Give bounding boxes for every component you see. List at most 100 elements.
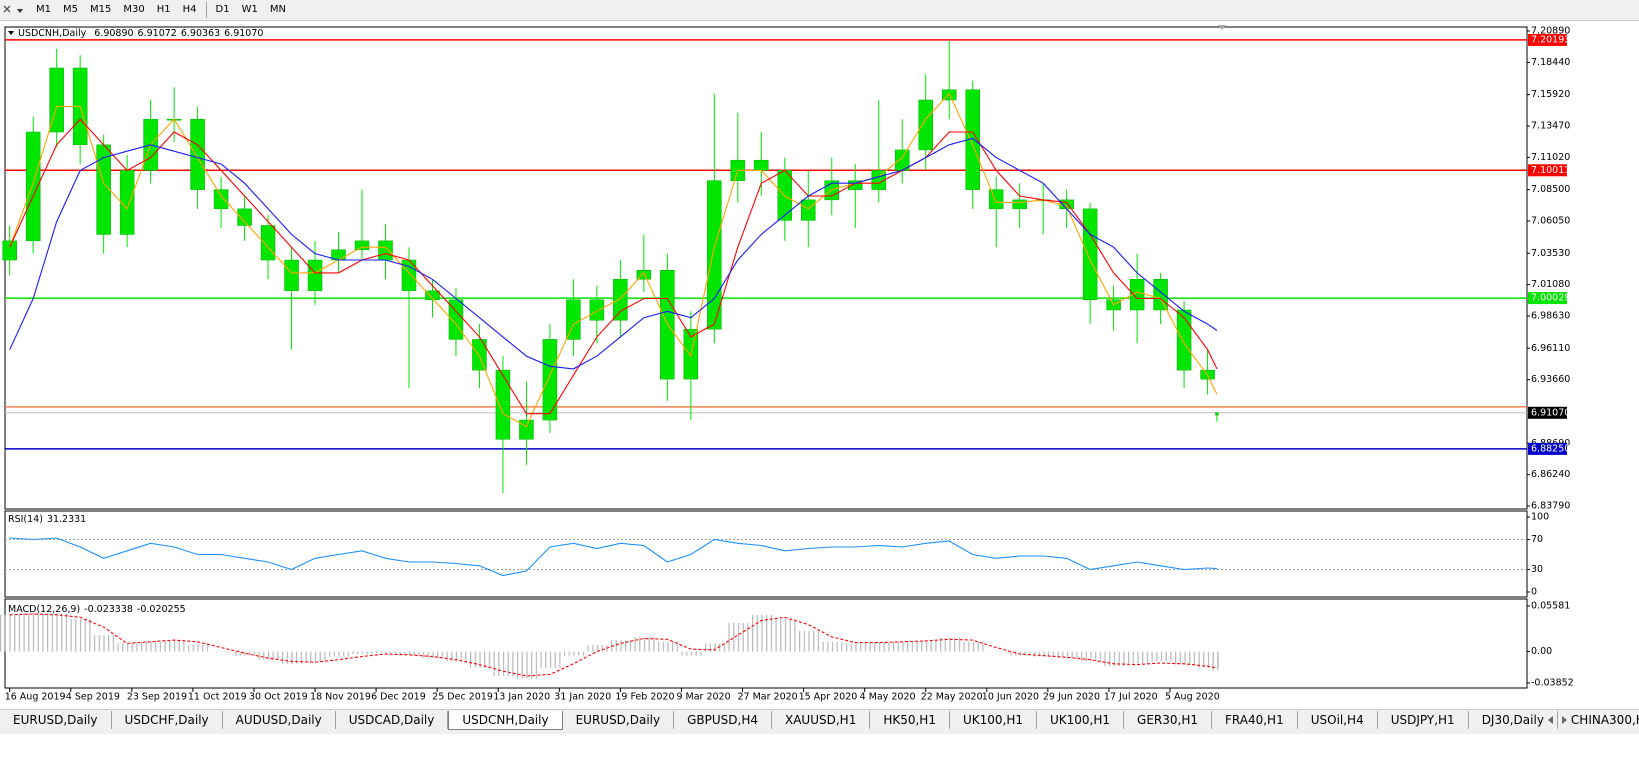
- x-tick-label: 22 May 2020: [921, 692, 983, 703]
- histogram-bar: [514, 651, 539, 679]
- ohlc-value: 6.90363: [181, 28, 220, 39]
- candle-body: [237, 208, 252, 226]
- candle-body: [472, 339, 487, 371]
- chart-tab[interactable]: EURUSD,Daily: [0, 711, 112, 729]
- histogram-bar: [256, 651, 280, 660]
- y-tick-label: 6.83790: [1531, 501, 1570, 512]
- x-tick-label: 6 Dec 2019: [371, 692, 426, 703]
- y-tick-label: 7.03530: [1531, 248, 1570, 259]
- toolbar: M1 M5 M15 M30 H1 H4 D1 W1 MN: [0, 0, 1639, 21]
- histogram-bar: [491, 651, 515, 677]
- timeframe-button[interactable]: M30: [123, 4, 145, 15]
- timeframe-button[interactable]: MN: [269, 4, 286, 15]
- y-tick-label: 6.93660: [1531, 374, 1570, 385]
- candle-body: [1129, 279, 1145, 311]
- histogram-bar: [820, 641, 844, 652]
- histogram-bar: [303, 651, 327, 662]
- histogram-bar: [444, 651, 468, 662]
- x-tick-label: 10 Jun 2020: [982, 692, 1039, 703]
- y-tick-label: 7.08500: [1531, 184, 1570, 195]
- x-tick-label: 18 Nov 2019: [310, 692, 371, 703]
- timeframe-button[interactable]: M5: [63, 4, 78, 15]
- candle-body: [425, 290, 440, 300]
- y-tick-label: 7.15920: [1531, 89, 1570, 100]
- histogram-bar: [68, 618, 92, 652]
- histogram-bar: [279, 651, 304, 664]
- histogram-bar: [538, 651, 562, 668]
- histogram-bar: [420, 651, 445, 659]
- chart-tab[interactable]: DJ30,Daily: [1469, 711, 1558, 729]
- timeframe-button[interactable]: H1: [156, 4, 171, 15]
- histogram-bar: [796, 631, 821, 652]
- chart: 7.20890 7.18440 7.15920 7.13470 7.11020 7.085…: [0, 25, 1574, 703]
- shift-marker: [1218, 25, 1226, 30]
- histogram-bar: [866, 642, 891, 652]
- x-tick-label: 5 Aug 2020: [1165, 692, 1220, 703]
- level-label: 7.10011: [1531, 165, 1570, 176]
- x-tick-label: 17 Jul 2020: [1104, 692, 1158, 703]
- level-label: 7.00029: [1531, 293, 1570, 304]
- level-label: 7.20193: [1531, 34, 1570, 45]
- timeframe-button[interactable]: W1: [241, 4, 258, 15]
- chart-tab[interactable]: UK100,H1: [1037, 711, 1125, 729]
- y-tick-label: 7.20890: [1531, 26, 1570, 37]
- indicator-title: RSI(14): [8, 514, 43, 525]
- histogram-bar: [702, 643, 727, 652]
- candle-body: [260, 225, 276, 261]
- candle-body: [190, 118, 205, 190]
- histogram-bar: [0, 614, 22, 652]
- chart-tab[interactable]: USOil,H4: [1298, 711, 1378, 729]
- candle-body: [542, 339, 558, 421]
- chart-tab[interactable]: GBPUSD,H4: [674, 711, 772, 729]
- histogram-bar: [679, 651, 703, 656]
- tab-scroll[interactable]: [1544, 712, 1574, 728]
- candle-body: [96, 144, 111, 235]
- histogram-bar: [890, 641, 914, 652]
- y-tick-label: 0: [1531, 587, 1537, 598]
- x-tick-label: 31 Jan 2020: [554, 692, 611, 703]
- x-tick-label: 29 Jun 2020: [1043, 692, 1100, 703]
- chart-tab[interactable]: AUDUSD,Daily: [223, 711, 336, 729]
- price-label: 6.91070: [1531, 407, 1570, 418]
- chart-tab[interactable]: USDJPY,H1: [1378, 711, 1469, 729]
- histogram-bar: [162, 640, 186, 652]
- chart-tab[interactable]: UK100,H1: [950, 711, 1037, 729]
- candle-body: [119, 170, 135, 235]
- ohlc-value: 6.90890: [94, 28, 133, 39]
- histogram-bar: [44, 613, 69, 652]
- histogram-bar: [1172, 651, 1196, 665]
- chart-tab[interactable]: USDCNH,Daily: [448, 711, 563, 730]
- timeframe-button[interactable]: D1: [215, 4, 230, 15]
- chart-tab[interactable]: HK50,H1: [870, 711, 950, 729]
- candle-body: [1153, 279, 1168, 311]
- histogram-bar: [232, 651, 257, 656]
- chart-tab[interactable]: USDCHF,Daily: [112, 711, 223, 729]
- timeframe-button[interactable]: M1: [36, 4, 51, 15]
- x-tick-label: 30 Oct 2019: [249, 692, 308, 703]
- candle-body: [988, 189, 1004, 210]
- histogram-bar: [326, 651, 351, 657]
- chart-tab[interactable]: FRA40,H1: [1212, 711, 1298, 729]
- x-tick-label: 4 Sep 2019: [66, 692, 120, 703]
- level-label-box: [1528, 33, 1567, 46]
- x-tick-label: 15 Apr 2020: [799, 692, 858, 703]
- chart-tab[interactable]: GER30,H1: [1124, 711, 1212, 729]
- histogram-bar: [937, 637, 961, 652]
- indicator-line: [9, 137, 1218, 370]
- chart-tab[interactable]: CHINA300,H1: [1558, 711, 1639, 729]
- histogram-bar: [1054, 651, 1079, 659]
- x-tick-label: 19 Feb 2020: [615, 692, 674, 703]
- histogram-bar: [91, 635, 116, 652]
- histogram-bar: [608, 640, 633, 652]
- timeframe-button[interactable]: M15: [90, 4, 112, 15]
- x-tick-label: 23 Sep 2019: [127, 692, 187, 703]
- x-tick-label: 27 Mar 2020: [738, 692, 798, 703]
- chart-tab[interactable]: EURUSD,Daily: [563, 711, 675, 729]
- chart-tab[interactable]: XAUUSD,H1: [772, 711, 871, 729]
- candle-body: [871, 170, 886, 190]
- y-tick-label: 6.86240: [1531, 469, 1570, 480]
- chart-tab[interactable]: USDCAD,Daily: [336, 711, 449, 729]
- timeframe-button[interactable]: H4: [182, 4, 197, 15]
- y-tick-label: 0.05581: [1531, 601, 1570, 612]
